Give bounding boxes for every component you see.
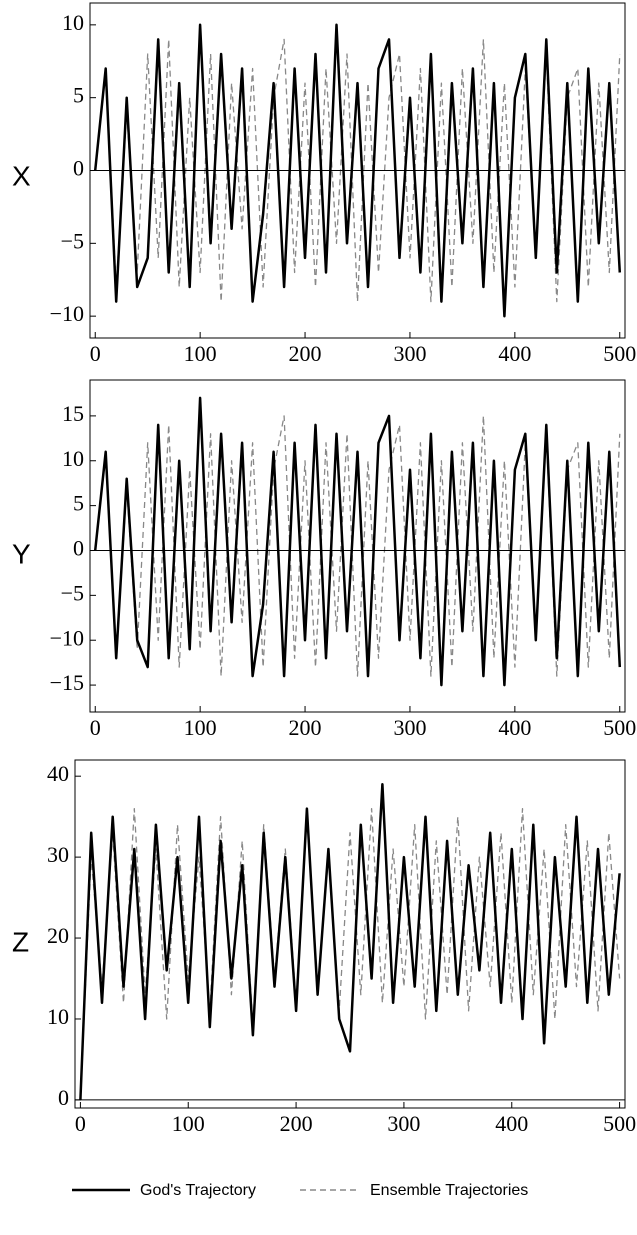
y-tick-label: −10	[50, 625, 84, 650]
x-tick-label: 500	[603, 715, 636, 740]
x-tick-label: 200	[280, 1111, 313, 1136]
x-tick-label: 300	[393, 715, 426, 740]
y-tick-label: 10	[62, 10, 84, 35]
y-tick-label: 5	[73, 83, 84, 108]
x-tick-label: 0	[75, 1111, 86, 1136]
y-tick-label: 10	[47, 1004, 69, 1029]
x-tick-label: 500	[603, 1111, 636, 1136]
x-tick-label: 300	[387, 1111, 420, 1136]
x-tick-label: 0	[90, 715, 101, 740]
y-tick-label: −10	[50, 301, 84, 326]
y-tick-label: −15	[50, 670, 84, 695]
x-tick-label: 100	[184, 715, 217, 740]
x-tick-label: 0	[90, 341, 101, 366]
y-tick-label: 30	[47, 842, 69, 867]
x-tick-label: 400	[495, 1111, 528, 1136]
x-tick-label: 400	[498, 715, 531, 740]
y-tick-label: 10	[62, 446, 84, 471]
y-tick-label: −5	[61, 228, 84, 253]
plot-frame	[74, 759, 626, 1109]
y-tick-label: 0	[73, 536, 84, 561]
y-tick-label: 20	[47, 923, 69, 948]
y-axis-label: Z	[12, 926, 29, 957]
plot-frame	[89, 379, 626, 713]
y-axis-label: X	[12, 160, 31, 191]
trajectory-line	[93, 23, 622, 318]
y-tick-label: 0	[58, 1085, 69, 1110]
y-tick-label: −5	[61, 580, 84, 605]
x-tick-label: 200	[289, 715, 322, 740]
legend-label: God's Trajectory	[140, 1182, 256, 1199]
trajectory-line	[79, 807, 621, 1100]
legend-label: Ensemble Trajectories	[370, 1182, 528, 1199]
x-tick-label: 300	[393, 341, 426, 366]
y-axis-label: Y	[12, 538, 31, 569]
legend: God's Trajectory Ensemble Trajectories	[72, 1182, 528, 1199]
x-tick-label: 400	[498, 341, 531, 366]
x-tick-label: 200	[289, 341, 322, 366]
x-tick-label: 100	[172, 1111, 205, 1136]
y-tick-label: 0	[73, 156, 84, 181]
trajectory-line	[93, 396, 622, 687]
x-tick-label: 500	[603, 341, 636, 366]
y-tick-label: 40	[47, 761, 69, 786]
y-tick-label: 15	[62, 401, 84, 426]
x-tick-label: 100	[184, 341, 217, 366]
trajectory-line	[79, 783, 621, 1100]
trajectory-line	[94, 415, 621, 677]
y-tick-label: 5	[73, 491, 84, 516]
panel: Y −15 −10 −5 0 5 10 15 0 100 200 300 400 500	[12, 379, 636, 740]
